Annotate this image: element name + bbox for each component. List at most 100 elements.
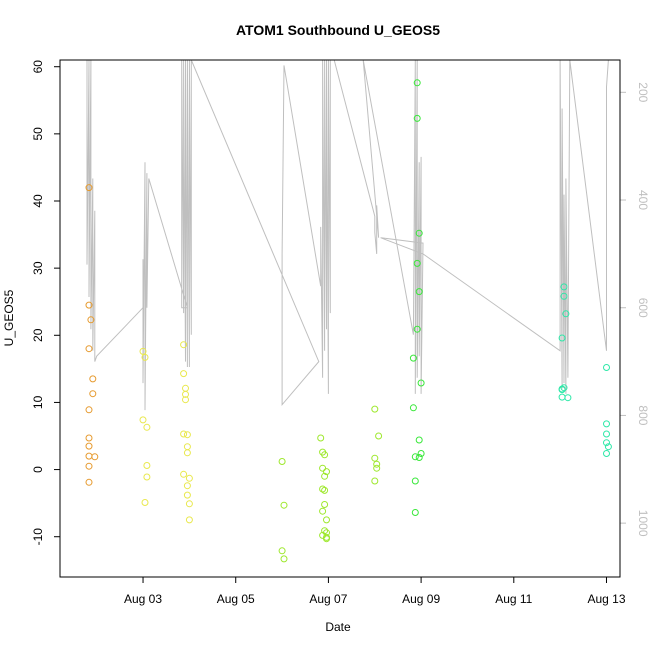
data-point-group-4 xyxy=(413,259,421,267)
x-tick-label: Aug 11 xyxy=(495,592,532,606)
data-point-group-5 xyxy=(560,292,568,300)
data-point-group-3 xyxy=(373,460,381,468)
data-point-group-4 xyxy=(415,454,423,461)
data-point-group-3 xyxy=(371,477,379,485)
data-point-group-2 xyxy=(139,416,147,424)
chart-title: ATOM1 Southbound U_GEOS5 xyxy=(236,22,440,38)
data-point-group-3 xyxy=(321,501,329,508)
data-point-group-1 xyxy=(85,478,93,486)
data-point-group-3 xyxy=(317,434,325,442)
data-point-group-4 xyxy=(409,404,417,412)
y-tick-label: 40 xyxy=(31,194,45,208)
data-point-group-1 xyxy=(85,184,93,192)
data-point-group-3 xyxy=(278,458,286,465)
axes-layer: Aug 03 Aug 05 Aug 07 Aug 09 Aug 11 Aug 13 -10 0… xyxy=(31,60,650,606)
y-tick-label: 0 xyxy=(31,466,45,473)
y-tick-label: 60 xyxy=(31,60,45,74)
data-point-group-5 xyxy=(603,450,610,457)
x-tick-label: Aug 03 xyxy=(124,592,162,606)
pressure-trace-line xyxy=(86,60,609,411)
data-point-group-4 xyxy=(415,436,423,444)
data-point-group-2 xyxy=(183,449,191,457)
data-point-group-1 xyxy=(91,453,99,461)
points-layer xyxy=(85,79,612,563)
data-point-group-3 xyxy=(280,501,288,509)
data-point-group-1 xyxy=(85,462,93,470)
data-point-group-4 xyxy=(413,114,421,122)
data-point-group-4 xyxy=(413,79,421,87)
data-point-group-3 xyxy=(323,468,330,476)
y2-tick-label: 200 xyxy=(636,82,650,102)
data-point-group-3 xyxy=(323,516,330,524)
y2-tick-label: 600 xyxy=(636,298,650,318)
y-tick-label: 20 xyxy=(31,328,45,342)
data-point-group-3 xyxy=(373,464,381,472)
y2-tick-label: 800 xyxy=(636,405,650,425)
y-tick-label: 10 xyxy=(31,395,45,409)
data-point-group-2 xyxy=(139,347,147,355)
data-point-group-3 xyxy=(278,547,286,555)
x-axis-label: Date xyxy=(325,620,351,634)
data-point-group-4 xyxy=(413,325,421,333)
data-point-group-1 xyxy=(89,375,97,383)
data-point-group-3 xyxy=(371,405,379,413)
data-point-group-2 xyxy=(180,370,188,378)
data-point-group-4 xyxy=(415,229,423,237)
x-tick-label: Aug 07 xyxy=(309,592,347,606)
pressure-trace-layer xyxy=(86,60,609,411)
data-point-group-4 xyxy=(417,379,425,387)
data-point-group-5 xyxy=(558,386,566,394)
plot-frame xyxy=(59,59,621,578)
data-point-group-5 xyxy=(603,420,610,428)
y-tick-label: 50 xyxy=(31,127,45,141)
data-point-group-4 xyxy=(411,453,419,461)
data-point-group-4 xyxy=(417,450,425,457)
data-point-group-5 xyxy=(560,384,568,392)
y-axis-label: U_GEOS5 xyxy=(2,289,16,346)
data-point-group-3 xyxy=(319,485,327,493)
data-point-group-2 xyxy=(180,430,188,438)
data-point-group-1 xyxy=(85,345,93,353)
data-point-group-2 xyxy=(141,499,149,506)
data-point-group-5 xyxy=(603,439,610,447)
data-point-group-3 xyxy=(319,464,327,472)
y2-tick-label: 400 xyxy=(636,190,650,210)
data-point-group-3 xyxy=(323,535,330,543)
data-point-group-1 xyxy=(87,316,95,324)
y2-tick-label: 1000 xyxy=(636,510,650,537)
data-point-group-2 xyxy=(182,390,189,398)
data-point-group-2 xyxy=(143,423,151,431)
data-point-group-2 xyxy=(180,341,188,349)
data-point-group-4 xyxy=(411,477,419,485)
data-point-group-3 xyxy=(321,472,329,480)
data-point-group-2 xyxy=(185,500,193,508)
data-point-group-2 xyxy=(143,473,151,481)
data-point-group-5 xyxy=(558,334,566,342)
data-point-group-2 xyxy=(183,491,191,499)
data-point-group-2 xyxy=(185,474,193,482)
y-tick-label: 30 xyxy=(31,261,45,275)
data-point-group-3 xyxy=(319,507,327,515)
data-point-group-2 xyxy=(180,470,188,478)
data-point-group-2 xyxy=(185,516,193,524)
x-tick-label: Aug 13 xyxy=(587,592,625,606)
data-point-group-3 xyxy=(280,555,288,563)
data-point-group-3 xyxy=(371,454,379,462)
data-point-group-2 xyxy=(141,353,149,361)
data-point-group-1 xyxy=(89,390,97,398)
data-point-group-2 xyxy=(183,431,191,439)
data-point-group-1 xyxy=(85,301,93,309)
y-tick-label: -10 xyxy=(31,528,45,546)
data-point-group-1 xyxy=(85,442,93,450)
data-point-group-4 xyxy=(415,288,423,296)
data-point-group-3 xyxy=(321,451,329,459)
data-point-group-3 xyxy=(321,486,329,494)
data-point-group-5 xyxy=(564,394,572,402)
data-point-group-1 xyxy=(85,434,93,442)
data-point-group-1 xyxy=(85,406,93,414)
data-point-group-5 xyxy=(560,283,568,291)
data-point-group-5 xyxy=(603,364,610,371)
data-point-group-4 xyxy=(411,509,419,516)
x-tick-label: Aug 05 xyxy=(217,592,255,606)
data-point-group-2 xyxy=(183,482,191,490)
